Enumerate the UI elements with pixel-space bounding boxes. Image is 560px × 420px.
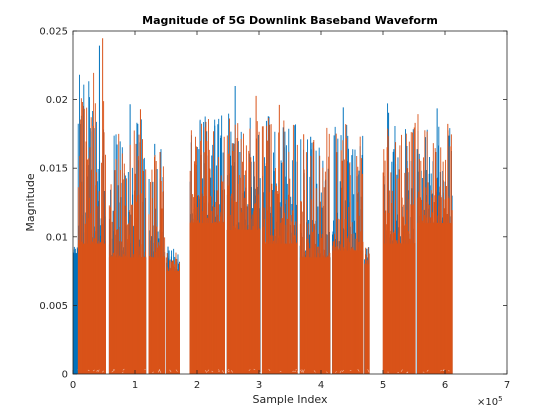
waveform-dip xyxy=(426,369,429,372)
waveform-dip xyxy=(211,370,214,373)
waveform-dip xyxy=(295,369,298,371)
waveform-dip xyxy=(335,371,337,373)
waveform-dip xyxy=(87,369,90,371)
waveform-dip xyxy=(302,369,305,373)
waveform-dip xyxy=(227,368,230,371)
y-tick-label: 0.025 xyxy=(39,27,68,38)
x-tick-label: 2 xyxy=(194,380,200,391)
x-tick-label: 1 xyxy=(132,380,138,391)
y-axis-label: Magnitude xyxy=(24,173,37,232)
waveform-dip xyxy=(159,369,162,373)
x-tick-label: 7 xyxy=(504,380,510,391)
x-axis-exponent: ×105 xyxy=(477,395,503,408)
waveform-dip xyxy=(442,369,445,371)
x-axis-label: Sample Index xyxy=(252,393,328,406)
waveform-dip xyxy=(113,369,115,371)
waveform-dip xyxy=(248,369,251,371)
x-axis-exponent-base: ×10 xyxy=(477,397,498,408)
waveform-dip xyxy=(217,369,220,371)
x-axis-exponent-power: 5 xyxy=(498,395,502,403)
waveform-dip xyxy=(92,369,95,372)
axes-frame xyxy=(72,30,508,375)
y-tick-label: 0 xyxy=(62,370,68,381)
waveform-dip xyxy=(440,369,442,372)
waveform-dip xyxy=(325,371,328,374)
waveform-dip xyxy=(341,369,344,373)
waveform-dip xyxy=(102,370,104,373)
waveform-dip xyxy=(259,371,261,374)
ticks-layer: 0 1 2 3 4 5 6 7 0 0.005 0.01 0.015 0.02 0.025 xyxy=(39,27,510,392)
waveform-dip xyxy=(169,369,172,373)
y-tick-label: 0.015 xyxy=(39,164,68,175)
waveform-dip xyxy=(205,370,208,373)
x-tick-label: 6 xyxy=(442,380,448,391)
waveform-dip xyxy=(152,371,154,373)
waveform-dip xyxy=(367,369,370,373)
waveform-dip xyxy=(175,369,178,372)
x-tick-label: 5 xyxy=(380,380,386,391)
y-tick-label: 0.02 xyxy=(46,95,68,106)
waveform-dip xyxy=(297,371,299,373)
series-1 xyxy=(77,38,453,374)
waveform-dip xyxy=(313,370,316,373)
waveform-dip xyxy=(121,371,124,373)
waveform-dip xyxy=(227,370,230,373)
y-tick-label: 0.005 xyxy=(39,301,68,312)
chart-title: Magnitude of 5G Downlink Baseband Wavefo… xyxy=(142,14,438,27)
waveform-dip xyxy=(207,369,210,372)
waveform-dip xyxy=(279,370,282,373)
waveform-dip xyxy=(97,369,100,373)
waveform-dip xyxy=(268,368,271,372)
waveform-dip xyxy=(157,369,160,373)
waveform-dip xyxy=(111,370,114,373)
y-tick-label: 0.01 xyxy=(46,232,68,243)
waveform-dip xyxy=(300,369,303,373)
waveform-dip xyxy=(96,370,99,372)
waveform-dip xyxy=(339,370,342,374)
x-tick-label: 0 xyxy=(70,380,76,391)
bars-layer xyxy=(72,38,453,374)
waveform-dip xyxy=(122,368,125,371)
waveform-dip xyxy=(406,371,409,374)
waveform-dip xyxy=(400,369,403,373)
waveform-dip xyxy=(230,370,233,373)
waveform-dip xyxy=(221,370,225,374)
x-tick-label: 4 xyxy=(318,380,324,391)
x-tick-label: 3 xyxy=(256,380,262,391)
waveform-dip xyxy=(357,369,360,372)
